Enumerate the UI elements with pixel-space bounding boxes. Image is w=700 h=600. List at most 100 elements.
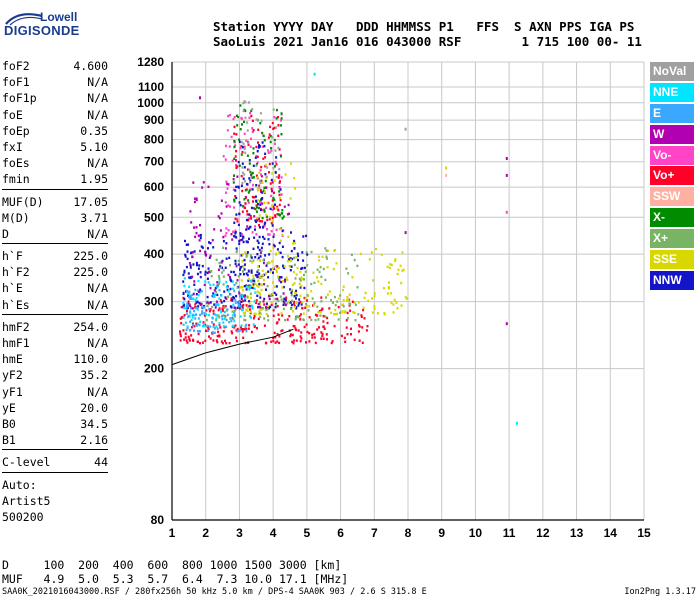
- param-divider: [2, 313, 108, 317]
- echo-point: [259, 255, 262, 258]
- echo-point: [233, 200, 236, 203]
- echo-point: [243, 268, 246, 271]
- echo-point: [222, 275, 225, 278]
- echo-point: [204, 280, 207, 283]
- echo-point: [346, 296, 349, 299]
- echo-point: [261, 208, 264, 212]
- echo-point: [256, 239, 259, 242]
- echo-point: [250, 114, 253, 118]
- echo-point: [183, 284, 186, 288]
- echo-point: [185, 243, 188, 246]
- echo-point: [263, 139, 266, 142]
- echo-point: [249, 181, 251, 184]
- echo-point: [339, 294, 342, 297]
- echo-point: [278, 181, 281, 184]
- echo-point: [244, 319, 247, 322]
- echo-point: [298, 302, 301, 305]
- echo-point: [239, 273, 242, 276]
- echo-point: [197, 279, 200, 283]
- echo-point: [201, 341, 204, 344]
- echo-point: [189, 264, 192, 267]
- echo-point: [190, 326, 193, 329]
- echo-point: [390, 301, 393, 304]
- echo-point: [187, 292, 190, 295]
- echo-point: [375, 247, 377, 251]
- echo-point: [207, 329, 209, 333]
- echo-point: [196, 272, 199, 276]
- echo-point: [320, 296, 323, 299]
- echo-point: [199, 342, 201, 345]
- echo-point: [373, 294, 376, 298]
- echo-point: [277, 124, 280, 127]
- x-tick-labels: 1 2 3 4 5 6 7 8 9 10 11 12 13 14 15: [169, 526, 651, 540]
- echo-point: [216, 300, 219, 303]
- echo-point: [187, 300, 190, 303]
- echo-point: [269, 268, 272, 271]
- param-value: N/A: [87, 297, 108, 312]
- x-tick-label: 9: [438, 526, 445, 540]
- echo-point: [244, 151, 247, 154]
- echo-point: [270, 204, 273, 207]
- echo-point: [267, 276, 270, 279]
- echo-point: [184, 239, 186, 243]
- echo-point: [233, 132, 236, 135]
- echo-point: [199, 233, 202, 237]
- echo-point: [281, 229, 284, 233]
- echo-point: [255, 233, 258, 236]
- echo-point: [261, 202, 264, 205]
- echo-point: [196, 306, 199, 310]
- echo-point: [278, 318, 281, 321]
- echo-point: [197, 317, 200, 320]
- echo-point: [204, 273, 207, 276]
- echo-point: [265, 308, 268, 312]
- echo-point: [367, 299, 370, 303]
- echo-point: [243, 328, 246, 331]
- echo-point: [220, 261, 223, 264]
- echo-point: [236, 249, 238, 252]
- echo-point: [236, 330, 239, 333]
- echo-point: [243, 314, 246, 317]
- echo-point: [352, 310, 355, 314]
- echo-point: [313, 72, 316, 76]
- echo-point: [245, 329, 248, 333]
- echo-point: [252, 259, 255, 262]
- echo-point: [313, 304, 315, 307]
- echo-point: [332, 301, 334, 304]
- y-tick-label: 900: [144, 113, 164, 127]
- echo-point: [295, 328, 298, 332]
- echo-point: [313, 336, 316, 339]
- echo-point: [276, 248, 279, 251]
- echo-point: [193, 226, 196, 229]
- echo-point: [238, 295, 241, 298]
- echo-point: [316, 314, 319, 317]
- echo-point: [183, 306, 185, 310]
- echo-point: [295, 306, 298, 309]
- echo-point: [294, 277, 297, 280]
- echo-point: [279, 124, 282, 127]
- param-value: N/A: [87, 107, 108, 122]
- echo-point: [215, 325, 218, 328]
- echo-point: [274, 149, 277, 152]
- echo-point: [220, 199, 223, 202]
- echo-point: [232, 270, 235, 274]
- echo-point: [230, 135, 233, 139]
- echo-point: [278, 241, 281, 245]
- echo-point: [181, 315, 184, 319]
- echo-point: [246, 251, 249, 254]
- echo-point: [252, 147, 255, 150]
- echo-point: [193, 309, 196, 313]
- echo-point: [297, 304, 300, 307]
- echo-point: [278, 167, 281, 171]
- echo-point: [222, 321, 225, 324]
- echo-point: [259, 251, 262, 254]
- echo-point: [247, 219, 250, 222]
- echo-point: [193, 314, 196, 317]
- echo-point: [248, 300, 251, 303]
- echo-point: [258, 214, 261, 217]
- param-row: foEs N/A: [2, 155, 108, 171]
- echo-point: [250, 296, 252, 299]
- echo-point: [268, 253, 271, 256]
- echo-point: [186, 327, 189, 330]
- echo-point: [249, 279, 252, 283]
- echo-point: [206, 277, 209, 280]
